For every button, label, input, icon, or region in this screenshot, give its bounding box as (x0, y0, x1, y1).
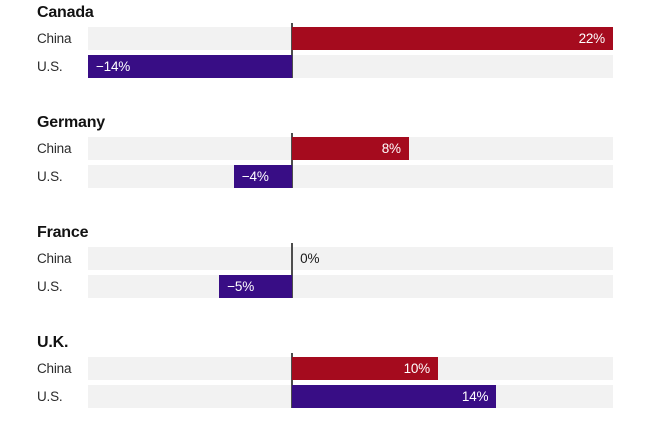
bar-china: 22% (292, 27, 613, 50)
group-title: U.K. (37, 334, 69, 351)
chart-group-france: France China 0% U.S. −5% (37, 223, 613, 298)
zero-axis-line (291, 243, 294, 298)
row-label: China (37, 31, 72, 46)
row-label: China (37, 251, 72, 266)
grouped-bar-chart: Canada China 22% U.S. −14% Germany China 8% U.S.… (37, 3, 613, 408)
bar-row: China 0% (37, 247, 613, 270)
zero-axis-line (291, 23, 294, 78)
row-label: China (37, 141, 72, 156)
group-rows: China 10% U.S. 14% (37, 353, 613, 408)
bar-value-label: −14% (96, 59, 131, 74)
bar-track: 22% (88, 27, 613, 50)
zero-value-label: 0% (300, 251, 320, 266)
zero-axis-line (291, 133, 294, 188)
group-rows: China 22% U.S. −14% (37, 23, 613, 78)
bar-row: China 10% (37, 357, 613, 380)
bar-track: −5% (88, 275, 613, 298)
bar-value-label: −4% (241, 169, 269, 184)
bar-row: U.S. −14% (37, 55, 613, 78)
bar-value-label: 22% (578, 31, 606, 46)
bar-value-label: 8% (381, 141, 401, 156)
bar-china: 10% (292, 357, 438, 380)
bar-value-label: 14% (461, 389, 489, 404)
bar-us: −14% (88, 55, 293, 78)
zero-axis-line (291, 353, 294, 408)
bar-row: China 8% (37, 137, 613, 160)
bar-track: 8% (88, 137, 613, 160)
bar-row: U.S. −4% (37, 165, 613, 188)
chart-group-canada: Canada China 22% U.S. −14% (37, 3, 613, 78)
bar-us: −5% (219, 275, 293, 298)
group-title: France (37, 224, 89, 241)
group-title: Canada (37, 4, 94, 21)
bar-row: China 22% (37, 27, 613, 50)
bar-value-label: −5% (227, 279, 255, 294)
row-label: U.S. (37, 59, 63, 74)
bar-track: 10% (88, 357, 613, 380)
chart-group-germany: Germany China 8% U.S. −4% (37, 113, 613, 188)
row-label: U.S. (37, 279, 63, 294)
group-title: Germany (37, 114, 105, 131)
bar-value-label: 10% (403, 361, 431, 376)
group-rows: China 8% U.S. −4% (37, 133, 613, 188)
bar-us: 14% (292, 385, 497, 408)
group-rows: China 0% U.S. −5% (37, 243, 613, 298)
bar-track: 14% (88, 385, 613, 408)
bar-track: −4% (88, 165, 613, 188)
row-label: U.S. (37, 389, 63, 404)
bar-row: U.S. 14% (37, 385, 613, 408)
bar-track: 0% (88, 247, 613, 270)
row-label: U.S. (37, 169, 63, 184)
bar-row: U.S. −5% (37, 275, 613, 298)
bar-china: 8% (292, 137, 409, 160)
bar-track: −14% (88, 55, 613, 78)
bar-us: −4% (233, 165, 293, 188)
row-label: China (37, 361, 72, 376)
chart-group-uk: U.K. China 10% U.S. 14% (37, 333, 613, 408)
